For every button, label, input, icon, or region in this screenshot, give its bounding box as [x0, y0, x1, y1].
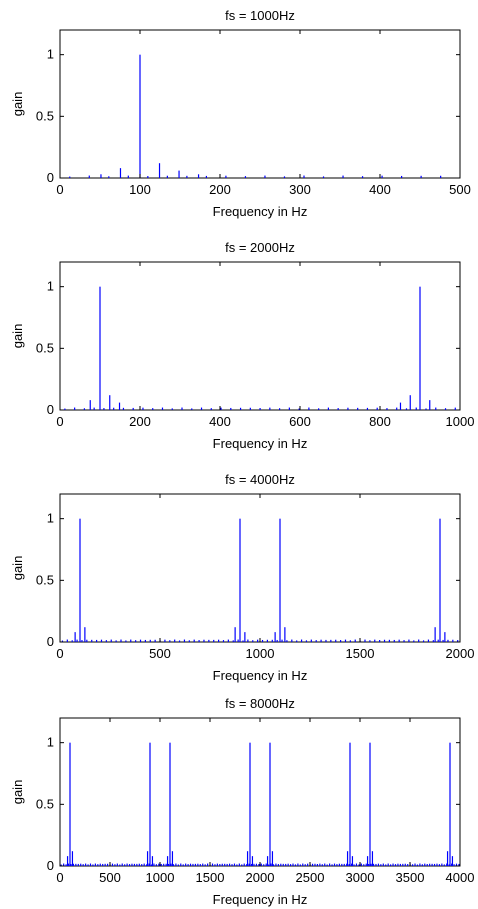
- x-tick-label: 800: [369, 414, 391, 429]
- axes-box: [59, 493, 461, 643]
- x-tick-label: 0: [56, 414, 63, 429]
- x-axis-label: Frequency in Hz: [213, 892, 308, 907]
- x-ticks: 0 500 1000 1500 2000: [56, 494, 474, 661]
- y-tick-label: 0: [47, 402, 54, 417]
- y-axis-label: gain: [10, 92, 25, 117]
- x-tick-label: 600: [289, 414, 311, 429]
- x-ticks: 0 200 400 600 800 1000: [56, 262, 474, 429]
- spectrum-lines: [64, 286, 456, 410]
- x-tick-label: 1000: [246, 646, 275, 661]
- spectrum-lines: [60, 742, 460, 866]
- x-ticks: 0 500 1000 1500 2000 2500 3000 3500 4000: [56, 718, 474, 885]
- x-tick-label: 500: [149, 646, 171, 661]
- x-tick-label: 200: [129, 414, 151, 429]
- y-ticks: 00.51: [36, 735, 460, 873]
- x-tick-label: 200: [209, 182, 231, 197]
- y-axis-label: gain: [10, 556, 25, 581]
- x-tick-label: 3500: [396, 870, 425, 885]
- y-tick-label: 0.5: [36, 108, 54, 123]
- x-ticks: 0 100 200 300 400 500: [56, 30, 471, 197]
- x-tick-label: 1500: [346, 646, 375, 661]
- x-tick-label: 300: [289, 182, 311, 197]
- x-tick-label: 1000: [146, 870, 175, 885]
- y-tick-label: 1: [47, 511, 54, 526]
- y-tick-label: 1: [47, 735, 54, 750]
- axes-box: [59, 29, 461, 179]
- x-tick-label: 0: [56, 182, 63, 197]
- x-tick-label: 400: [369, 182, 391, 197]
- y-tick-label: 0.5: [36, 340, 54, 355]
- x-axis-label: Frequency in Hz: [213, 436, 308, 451]
- x-tick-label: 1500: [196, 870, 225, 885]
- chart-title: fs = 4000Hz: [225, 472, 295, 487]
- y-tick-label: 0: [47, 170, 54, 185]
- subplot-fs-4000: 0 500 1000 1500 2000 00.51 fs = 4000Hz Frequ…: [10, 472, 474, 683]
- x-tick-label: 0: [56, 870, 63, 885]
- axes-box: [59, 261, 461, 411]
- x-tick-label: 500: [449, 182, 471, 197]
- axes-box: [59, 717, 461, 867]
- subplot-fs-1000: 0 100 200 300 400 500 00.51 fs = 1000Hz Frequ…: [10, 8, 471, 219]
- x-tick-label: 500: [99, 870, 121, 885]
- chart-title: fs = 2000Hz: [225, 240, 295, 255]
- y-tick-label: 0.5: [36, 796, 54, 811]
- x-tick-label: 3000: [346, 870, 375, 885]
- y-tick-label: 0.5: [36, 572, 54, 587]
- y-tick-label: 1: [47, 279, 54, 294]
- x-axis-label: Frequency in Hz: [213, 204, 308, 219]
- subplot-fs-2000: 0 200 400 600 800 1000 00.51 fs = 2000Hz Freq…: [10, 240, 474, 451]
- spectrum-lines: [69, 54, 442, 178]
- y-ticks: 00.51: [36, 511, 460, 649]
- y-tick-label: 0: [47, 634, 54, 649]
- x-tick-label: 1000: [446, 414, 475, 429]
- y-axis-label: gain: [10, 780, 25, 805]
- x-axis-label: Frequency in Hz: [213, 668, 308, 683]
- y-tick-label: 0: [47, 858, 54, 873]
- x-tick-label: 4000: [446, 870, 475, 885]
- y-ticks: 00.51: [36, 47, 460, 185]
- x-tick-label: 400: [209, 414, 231, 429]
- x-tick-label: 2000: [446, 646, 475, 661]
- spectrum-lines: [61, 518, 459, 642]
- x-tick-label: 2000: [246, 870, 275, 885]
- x-tick-label: 100: [129, 182, 151, 197]
- y-ticks: 00.51: [36, 279, 460, 417]
- chart-title: fs = 8000Hz: [225, 696, 295, 711]
- subplot-fs-8000: 0 500 1000 1500 2000 2500 3000 3500 4000 00.51 f…: [10, 696, 474, 907]
- x-tick-label: 2500: [296, 870, 325, 885]
- x-tick-label: 0: [56, 646, 63, 661]
- y-axis-label: gain: [10, 324, 25, 349]
- y-tick-label: 1: [47, 47, 54, 62]
- chart-title: fs = 1000Hz: [225, 8, 295, 23]
